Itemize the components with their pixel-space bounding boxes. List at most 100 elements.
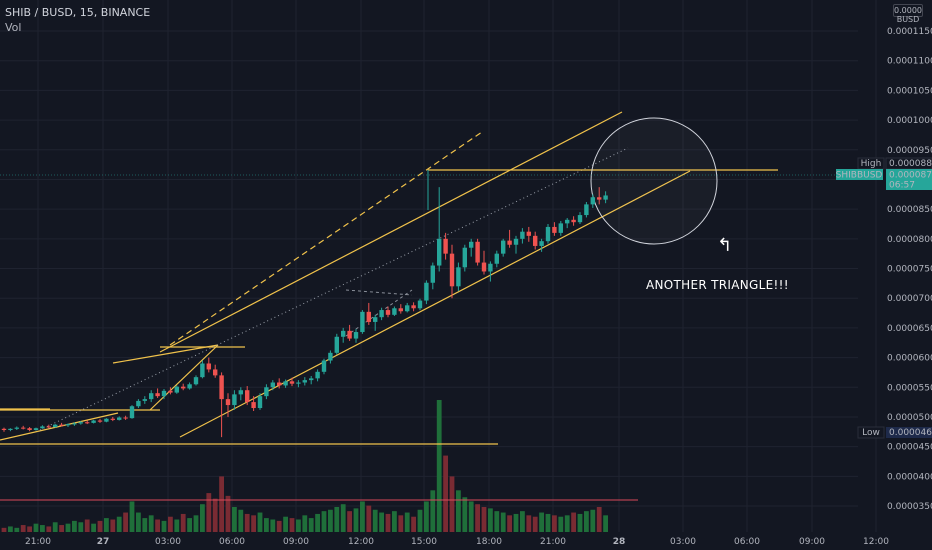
current-value-box (886, 169, 932, 190)
candle-body (385, 310, 391, 315)
candle-body (552, 226, 557, 233)
price-axis[interactable]: 0.00011500 0.00011000 0.00010500 0.00010000… (887, 27, 932, 512)
volume-bar (340, 504, 346, 532)
volume-bar (430, 490, 436, 532)
midline-dotted (39, 147, 629, 431)
time-axis[interactable]: 21:00 27 03:00 06:00 09:00 12:00 15:00 18:00 21:… (25, 537, 889, 547)
volume-bar (180, 513, 186, 532)
candle-body (533, 235, 538, 246)
time-tick-label: 06:00 (734, 537, 760, 547)
volume-bar (161, 520, 167, 532)
price-tick-label: 0.00006000 (887, 354, 932, 364)
candle-body (65, 424, 71, 426)
volume-bar (462, 497, 468, 532)
candle-body (373, 317, 378, 322)
volume-bar (232, 506, 237, 532)
candle-body (449, 253, 455, 287)
candle-body (245, 390, 250, 403)
currency-selector[interactable]: 0.0000 BUSD (893, 4, 923, 24)
volume-bar (481, 506, 487, 532)
candle-body (181, 386, 186, 389)
volume-bar (334, 506, 340, 532)
candle-body (334, 336, 339, 353)
candle-body (213, 369, 218, 376)
candle-body (97, 420, 103, 422)
candle-body (565, 219, 570, 224)
candle-body (315, 371, 320, 379)
volume-bar (289, 518, 295, 532)
volume-bar (596, 506, 602, 532)
symbol-title[interactable]: SHIB / BUSD, 15, BINANCE (5, 6, 151, 19)
candle-body (117, 417, 122, 420)
candle-body (193, 377, 199, 385)
candle-body (33, 428, 39, 430)
volume-bars (1, 400, 608, 532)
volume-bar (392, 511, 397, 532)
time-tick-label: 09:00 (799, 537, 825, 547)
volume-bar (558, 516, 564, 532)
low-value-box (886, 427, 932, 438)
candle-body (507, 240, 512, 245)
candle-body (104, 418, 109, 422)
candle-body (8, 428, 13, 430)
candle-body (577, 215, 583, 223)
time-tick-label: 12:00 (348, 537, 374, 547)
volume-bar (200, 504, 205, 532)
symbol-tag-box (836, 169, 883, 180)
candle-body (200, 363, 205, 378)
volume-bar (52, 522, 58, 532)
candle-body (545, 226, 551, 242)
time-tick-label: 06:00 (219, 537, 245, 547)
price-tick-label: 0.00011000 (887, 57, 932, 67)
candle-body (469, 241, 474, 248)
time-tick-label: 15:00 (411, 537, 437, 547)
candle-body (424, 282, 429, 301)
volume-bar (244, 513, 250, 532)
volume-bar (577, 513, 583, 532)
candle-body (40, 426, 45, 429)
time-tick-label: 09:00 (283, 537, 309, 547)
trend-drawings (0, 111, 778, 501)
candle-body (21, 427, 26, 429)
candle-body (398, 308, 403, 312)
volume-bar (65, 523, 71, 532)
volume-bar (1, 527, 7, 532)
candle-body (501, 240, 506, 254)
candle-body (520, 231, 525, 239)
candle-body (558, 223, 563, 233)
price-tick-label: 0.00004000 (887, 472, 932, 482)
volume-bar (571, 512, 576, 532)
volume-bar (449, 476, 455, 532)
candle-body (289, 381, 295, 384)
volume-bar (539, 512, 544, 532)
volume-bar (296, 519, 301, 532)
volume-bar (398, 515, 404, 532)
candle-body (494, 253, 499, 264)
candle-body (590, 197, 595, 205)
volume-bar (168, 516, 173, 532)
price-tick-label: 0.00004500 (887, 443, 932, 453)
volume-bar (219, 476, 224, 532)
volume-bar (456, 490, 461, 532)
time-tick-label: 21:00 (540, 537, 566, 547)
price-tick-label: 0.00007500 (887, 265, 932, 275)
volume-bar (283, 516, 288, 532)
candles (1, 187, 608, 438)
candle-body (85, 422, 90, 424)
candle-body (238, 390, 243, 395)
volume-bar (40, 525, 45, 532)
channel-upper (159, 111, 623, 353)
currency-line-2: BUSD (896, 15, 920, 24)
volume-bar (104, 518, 109, 532)
highlight-circle (590, 117, 718, 245)
time-tick-label: 27 (97, 537, 110, 547)
volume-bar (193, 515, 199, 532)
volume-bar (513, 513, 519, 532)
volume-bar (366, 505, 372, 532)
price-tick-label: 0.00007000 (887, 294, 932, 304)
volume-bar (142, 518, 148, 532)
candle-body (136, 400, 141, 407)
volume-indicator-label[interactable]: Vol (5, 21, 22, 34)
volume-bar (526, 515, 532, 532)
